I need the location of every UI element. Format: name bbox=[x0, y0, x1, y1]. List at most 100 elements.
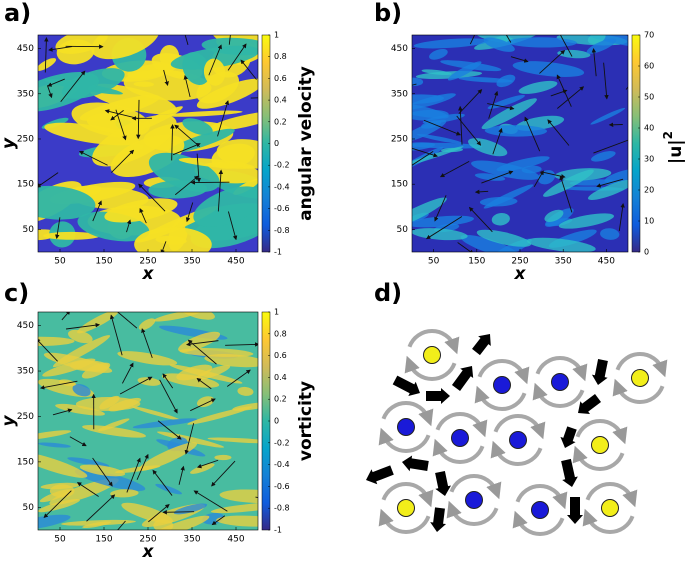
velocity-arrow bbox=[139, 207, 147, 224]
velocity-arrow bbox=[240, 59, 257, 80]
colorbar-tick-label: -1 bbox=[274, 248, 282, 257]
colorbar-tick-label: -0.6 bbox=[274, 482, 290, 491]
field-streak bbox=[110, 134, 185, 178]
field-streak bbox=[521, 165, 542, 174]
rotation-arc bbox=[378, 427, 431, 453]
field-streak bbox=[196, 78, 258, 109]
velocity-arrow bbox=[196, 459, 219, 469]
velocity-arrow bbox=[52, 408, 73, 416]
velocity-arrow bbox=[439, 160, 470, 178]
colorbar-tick-label: -0.2 bbox=[274, 438, 290, 447]
field-streak bbox=[512, 61, 585, 77]
rotation-arc bbox=[535, 356, 588, 382]
colorbar-tick-label: 60 bbox=[644, 62, 654, 71]
y-tick-label: 350 bbox=[391, 89, 408, 99]
velocity-arrow bbox=[47, 78, 65, 87]
field-streak bbox=[117, 351, 178, 366]
rotation-arc bbox=[582, 508, 635, 534]
colorbar-tick-label: 1 bbox=[274, 31, 279, 40]
field-streak bbox=[507, 37, 577, 48]
velocity-arrow bbox=[185, 202, 194, 223]
velocity-arrow bbox=[208, 44, 222, 76]
x-tick-label: 150 bbox=[95, 257, 112, 267]
colorbar-tick-label: -0.8 bbox=[274, 504, 290, 513]
field-streak bbox=[412, 100, 449, 119]
particle bbox=[601, 499, 619, 517]
velocity-arrow bbox=[119, 376, 153, 395]
field-streak bbox=[182, 52, 211, 85]
y-tick-label: 350 bbox=[17, 367, 34, 377]
field-streak bbox=[203, 58, 226, 86]
velocity-arrow bbox=[468, 206, 493, 233]
velocity-arrow bbox=[193, 490, 228, 512]
field-streak bbox=[412, 215, 474, 228]
field-streak bbox=[210, 502, 258, 514]
field bbox=[38, 312, 258, 530]
field-streak bbox=[40, 482, 80, 490]
field-streak bbox=[38, 514, 71, 530]
particle bbox=[493, 376, 511, 394]
field-streak bbox=[108, 397, 142, 412]
velocity-arrow bbox=[39, 380, 78, 390]
velocity-arrow bbox=[162, 373, 174, 389]
y-tick-label: 50 bbox=[397, 225, 409, 235]
x-axis-label: x bbox=[142, 542, 155, 561]
field-streak bbox=[412, 197, 447, 231]
velocity-arrow bbox=[92, 200, 102, 222]
field-streak bbox=[187, 406, 253, 425]
motion-arrow bbox=[392, 375, 420, 396]
field-streak bbox=[604, 168, 628, 184]
velocity-arrow bbox=[152, 469, 173, 496]
x-tick-label: 50 bbox=[54, 535, 66, 545]
velocity-arrow bbox=[217, 100, 230, 137]
velocity-arrow bbox=[505, 35, 512, 43]
field-streak bbox=[518, 80, 558, 94]
field-streak bbox=[91, 35, 160, 60]
velocity-arrow bbox=[61, 312, 71, 321]
colorbar-tick-label: -1 bbox=[274, 526, 282, 535]
velocity-arrow bbox=[196, 378, 212, 390]
velocity-arrow bbox=[458, 105, 463, 145]
velocity-arrow bbox=[550, 89, 568, 97]
velocity-arrow bbox=[469, 35, 476, 45]
field-streak bbox=[190, 463, 215, 474]
x-tick-label: 450 bbox=[598, 257, 615, 267]
colorbar-label-sup: 2 bbox=[661, 131, 675, 139]
x-tick-label: 250 bbox=[139, 535, 156, 545]
field-streak bbox=[458, 76, 513, 83]
velocity-arrow bbox=[533, 170, 544, 188]
colorbar-tick-label: 0 bbox=[274, 417, 279, 426]
velocity-arrow bbox=[412, 151, 434, 166]
velocity-arrow bbox=[170, 124, 175, 161]
field-streak bbox=[237, 386, 254, 396]
field-streak bbox=[178, 331, 221, 352]
velocity-arrow bbox=[559, 35, 573, 57]
rotation-arc bbox=[612, 378, 665, 404]
rotation-arc bbox=[532, 382, 585, 408]
velocity-arrow bbox=[174, 124, 200, 148]
field-streak bbox=[38, 58, 57, 71]
velocity-arrow bbox=[48, 46, 73, 52]
y-axis-label: y bbox=[0, 137, 19, 149]
field-streak bbox=[204, 353, 258, 368]
velocity-arrow bbox=[255, 496, 258, 498]
colorbar-tick-label: 0 bbox=[274, 139, 279, 148]
rotation-arc bbox=[512, 510, 565, 536]
colorbar-tick-label: 40 bbox=[644, 124, 654, 133]
colorbar-tick-label: -0.6 bbox=[274, 204, 290, 213]
field-streak bbox=[74, 469, 146, 491]
panel-label: b) bbox=[374, 0, 402, 27]
colorbar-tick-label: 0.2 bbox=[274, 395, 287, 404]
field-streak bbox=[55, 403, 105, 416]
field-streak bbox=[600, 228, 620, 240]
velocity-arrow bbox=[593, 137, 628, 154]
motion-arrow bbox=[591, 359, 608, 385]
field-streak bbox=[132, 106, 183, 132]
velocity-arrow bbox=[539, 49, 566, 74]
velocity-arrow bbox=[178, 465, 185, 485]
field-streak bbox=[155, 483, 183, 495]
velocity-arrow bbox=[110, 110, 124, 121]
field-streak bbox=[49, 478, 119, 505]
particle bbox=[531, 501, 549, 519]
colorbar-tick-label: 0.8 bbox=[274, 52, 287, 61]
